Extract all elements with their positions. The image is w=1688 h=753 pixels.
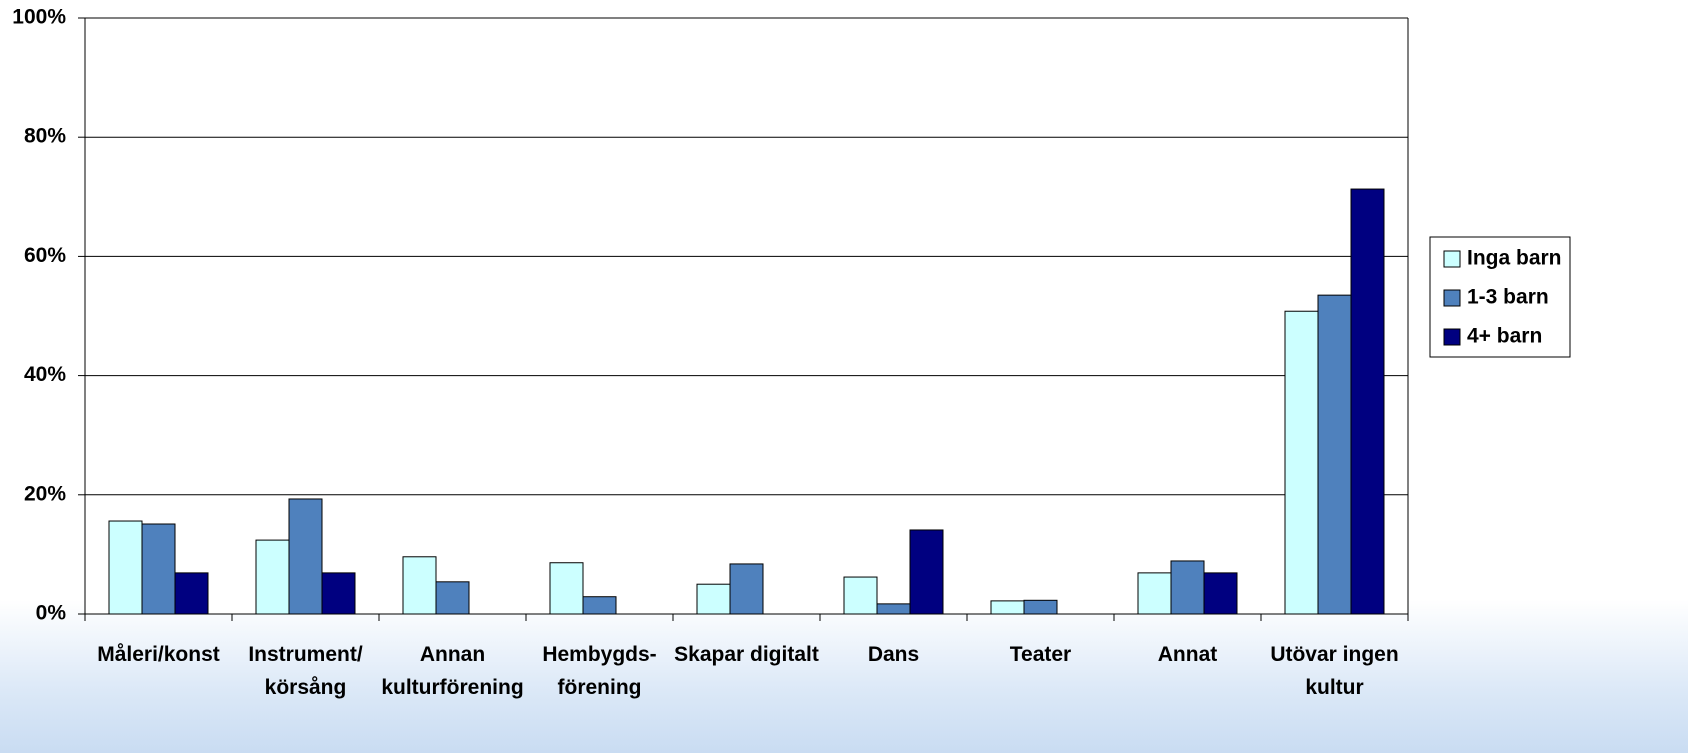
bar [1170, 560, 1205, 615]
bar [141, 523, 176, 615]
bar [1203, 572, 1238, 615]
y-tick-label: 40% [24, 363, 66, 386]
x-tick-label: Skapar digitalt [674, 643, 819, 666]
bar [435, 581, 470, 615]
bar [549, 562, 584, 615]
y-tick-label: 100% [12, 6, 66, 29]
background [0, 600, 1688, 753]
bar [321, 572, 356, 615]
bar [696, 583, 731, 615]
x-tick-label: Hembygds- förening [542, 643, 657, 699]
x-tick-label: Annan kulturförening [381, 643, 524, 699]
legend-label: 4+ barn [1467, 325, 1542, 348]
bar [108, 520, 143, 615]
bar [582, 596, 617, 615]
bar [1350, 188, 1385, 615]
bar [255, 539, 290, 615]
legend-label: Inga barn [1467, 247, 1562, 270]
bar [402, 556, 437, 615]
x-tick-label: Utövar ingen kultur [1270, 643, 1399, 699]
bar [288, 498, 323, 615]
x-tick-label: Dans [867, 643, 920, 666]
bar [174, 572, 209, 615]
y-tick-label: 0% [36, 602, 67, 625]
bar [876, 603, 911, 615]
bar [909, 529, 944, 615]
legend-swatch [1443, 250, 1461, 268]
bar [1137, 572, 1172, 615]
x-tick-label: Teater [1009, 643, 1072, 666]
bar [990, 600, 1025, 615]
legend-swatch [1443, 328, 1461, 346]
bar [1023, 599, 1058, 615]
legend-swatch [1443, 289, 1461, 307]
x-tick-label: Instrument/ körsång [248, 643, 363, 699]
y-tick-label: 80% [24, 125, 66, 148]
x-tick-label: Annat [1157, 643, 1218, 666]
bar [729, 563, 764, 615]
bar [1317, 294, 1352, 615]
plot-area [85, 18, 1408, 614]
bar [1284, 310, 1319, 615]
x-tick-label: Måleri/konst [97, 643, 220, 666]
bar [843, 576, 878, 615]
y-tick-label: 20% [24, 482, 66, 505]
y-tick-label: 60% [24, 244, 66, 267]
legend-label: 1-3 barn [1467, 286, 1549, 309]
